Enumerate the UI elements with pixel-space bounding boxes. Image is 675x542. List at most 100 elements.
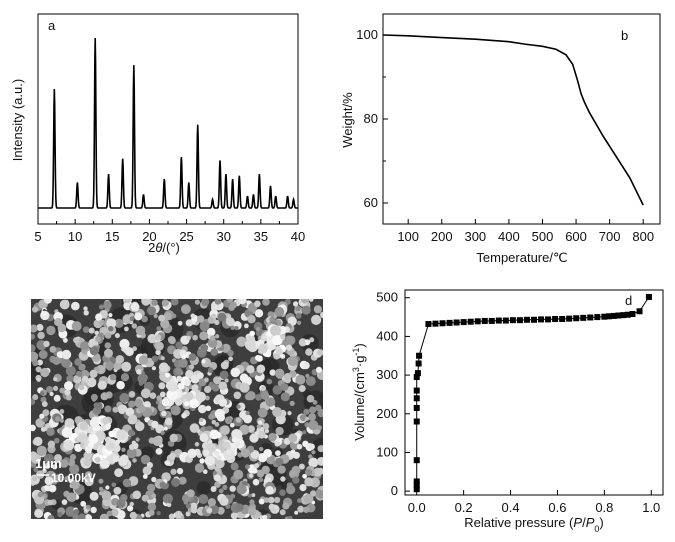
sem-particle — [104, 405, 112, 413]
sem-particle — [186, 335, 191, 341]
sem-particle — [267, 311, 275, 318]
sem-bright-particle — [83, 451, 92, 460]
sem-particle — [78, 363, 86, 371]
x-tick-label: 100 — [397, 229, 419, 244]
sem-particle — [130, 302, 140, 312]
sem-particle — [132, 346, 137, 352]
sem-particle — [275, 426, 284, 436]
sem-particle — [122, 478, 132, 488]
sem-particle — [301, 299, 310, 304]
isotherm-point — [606, 313, 613, 320]
sem-particle — [46, 325, 56, 336]
sem-bright-particle — [195, 391, 206, 402]
sem-particle — [71, 321, 82, 332]
sem-particle — [37, 331, 45, 340]
sem-particle — [128, 400, 136, 408]
sem-particle — [126, 448, 137, 459]
sem-particle — [224, 378, 229, 383]
x-tick-label: 700 — [599, 229, 621, 244]
sem-bright-particle — [162, 398, 169, 406]
sem-particle — [134, 421, 145, 432]
sem-particle — [136, 369, 142, 375]
sem-particle — [114, 333, 120, 339]
sem-particle — [81, 375, 89, 383]
sem-particle — [106, 318, 117, 329]
sem-particle — [82, 326, 90, 333]
isotherm-point — [523, 316, 530, 323]
sem-particle — [178, 476, 187, 485]
isotherm-point — [413, 374, 420, 381]
sem-particle — [194, 299, 200, 305]
isotherm-points — [413, 293, 652, 493]
isotherm-point — [645, 293, 652, 300]
sem-particle — [194, 442, 200, 447]
sem-particle — [230, 325, 235, 330]
sem-particle — [134, 398, 143, 408]
sem-particle — [63, 338, 68, 343]
sem-particle — [253, 463, 260, 469]
sem-particle — [171, 313, 177, 319]
x-tick-label: 600 — [565, 229, 587, 244]
sem-particle — [226, 299, 234, 303]
sem-particle — [83, 306, 88, 311]
sem-particle — [47, 440, 56, 448]
sem-particle — [264, 428, 270, 434]
sem-particle — [208, 413, 215, 420]
sem-particle — [120, 373, 130, 382]
sem-particle — [36, 323, 44, 332]
x-tick-label: 25 — [179, 229, 193, 244]
sem-particle — [64, 475, 71, 482]
sem-particle — [142, 474, 148, 479]
sem-particle — [303, 506, 310, 513]
sem-particle — [308, 457, 319, 468]
sem-particle — [154, 334, 162, 341]
sem-particle — [54, 454, 62, 463]
isotherm-point — [620, 312, 627, 319]
sem-particle — [121, 347, 126, 352]
sem-particle — [249, 499, 255, 505]
sem-particle — [297, 498, 302, 503]
sem-particle — [49, 346, 57, 353]
sem-particle — [197, 315, 205, 323]
isotherm-point — [580, 314, 587, 321]
sem-particle — [89, 369, 98, 378]
sem-particle — [151, 366, 156, 371]
y-tick-label: 500 — [376, 290, 398, 305]
sem-particle — [198, 404, 207, 414]
isotherm-point — [495, 317, 502, 324]
sem-particle — [46, 427, 55, 436]
sem-particle — [209, 381, 214, 387]
sem-particle — [101, 490, 112, 501]
sem-particle — [57, 323, 67, 333]
sem-particle — [31, 351, 39, 362]
sem-particle — [89, 491, 99, 501]
isotherm-point — [610, 312, 617, 319]
sem-particle — [163, 426, 168, 431]
sem-particle — [239, 382, 250, 393]
sem-particle — [312, 400, 318, 405]
sem-particle — [86, 505, 91, 510]
sem-particle — [308, 299, 314, 302]
sem-particle — [175, 341, 183, 349]
sem-particle — [279, 509, 286, 516]
sem-particle — [122, 314, 133, 324]
panel-b-frame — [382, 13, 661, 225]
sem-particle — [214, 408, 225, 419]
sem-particle — [208, 317, 215, 324]
sem-particle — [54, 437, 60, 444]
sem-particle — [66, 375, 74, 383]
x-tick-label: 15 — [105, 229, 119, 244]
sem-particle — [134, 312, 143, 321]
sem-particle — [151, 355, 159, 362]
sem-particle — [298, 463, 305, 470]
sem-bright-particle — [249, 330, 255, 337]
sem-particle — [52, 356, 61, 365]
sem-particle — [31, 451, 38, 461]
sem-particle — [206, 327, 216, 337]
isotherm-point — [432, 320, 439, 327]
sem-bright-particle — [108, 442, 115, 449]
sem-particle — [212, 470, 217, 475]
sem-particle — [61, 499, 68, 505]
sem-bright-particle — [63, 439, 75, 451]
